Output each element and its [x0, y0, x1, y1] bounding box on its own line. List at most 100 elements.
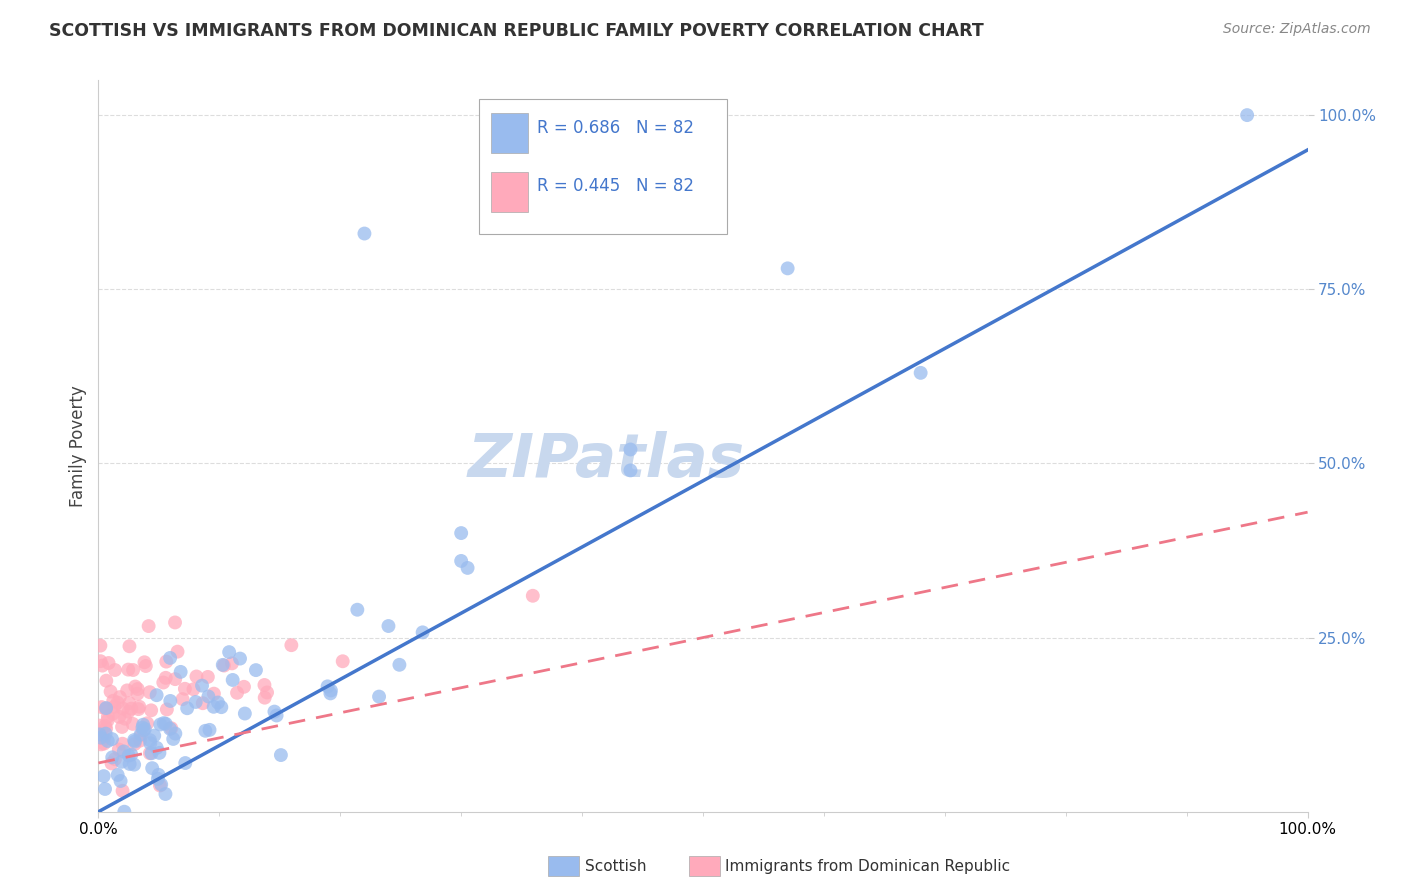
Point: [96, 673, 118, 688]
Point: [270, 747, 292, 762]
Point: [131, 721, 153, 735]
Point: [388, 657, 411, 672]
Point: [176, 701, 198, 715]
Point: [152, 716, 174, 731]
Point: [108, 690, 131, 704]
Point: [101, 706, 124, 721]
Point: [160, 721, 183, 735]
Point: [233, 706, 256, 721]
Point: [101, 732, 124, 747]
Point: [100, 756, 122, 771]
Point: [211, 657, 233, 672]
Point: [139, 736, 162, 750]
Point: [229, 651, 252, 665]
Point: [94, 726, 117, 740]
Point: [118, 748, 141, 763]
Point: [173, 681, 195, 696]
Point: [139, 733, 162, 747]
Point: [198, 723, 221, 737]
Point: [122, 663, 145, 677]
Point: [149, 779, 172, 793]
Point: [155, 671, 177, 685]
Point: [127, 681, 149, 696]
Point: [155, 787, 177, 801]
Point: [163, 615, 186, 630]
Text: R = 0.445   N = 82: R = 0.445 N = 82: [537, 178, 695, 195]
Point: [101, 750, 124, 764]
Point: [97, 709, 120, 723]
Text: Scottish: Scottish: [585, 859, 647, 873]
Point: [156, 702, 179, 716]
Point: [319, 686, 342, 700]
Point: [91, 731, 114, 745]
Point: [94, 701, 117, 715]
Point: [165, 672, 187, 686]
Point: [89, 728, 111, 742]
Point: [91, 658, 114, 673]
Point: [155, 716, 177, 731]
Point: [212, 658, 235, 673]
Point: [89, 654, 111, 668]
Point: [346, 603, 368, 617]
Point: [134, 722, 156, 736]
Point: [253, 678, 276, 692]
Point: [457, 561, 479, 575]
Point: [90, 738, 112, 752]
Point: [522, 589, 544, 603]
Point: [129, 728, 152, 742]
Point: [93, 731, 115, 746]
Point: [184, 695, 207, 709]
Point: [226, 686, 249, 700]
Point: [127, 687, 149, 701]
Point: [111, 720, 134, 734]
Point: [202, 699, 225, 714]
Text: SCOTTISH VS IMMIGRANTS FROM DOMINICAN REPUBLIC FAMILY POVERTY CORRELATION CHART: SCOTTISH VS IMMIGRANTS FROM DOMINICAN RE…: [49, 22, 984, 40]
Point: [118, 696, 141, 710]
Point: [93, 769, 115, 783]
Point: [183, 682, 205, 697]
Point: [263, 705, 285, 719]
Point: [132, 717, 155, 731]
Point: [90, 731, 112, 745]
Point: [108, 742, 131, 756]
Point: [110, 774, 132, 789]
Point: [172, 692, 194, 706]
Point: [134, 655, 156, 669]
Text: R = 0.686   N = 82: R = 0.686 N = 82: [537, 119, 695, 136]
Point: [209, 700, 232, 714]
Point: [253, 690, 276, 705]
Text: ZIPatlas: ZIPatlas: [468, 431, 745, 490]
Point: [619, 463, 641, 477]
Point: [152, 675, 174, 690]
Point: [149, 717, 172, 731]
Point: [368, 690, 391, 704]
Point: [197, 670, 219, 684]
Point: [104, 752, 127, 766]
Point: [910, 366, 932, 380]
Point: [115, 683, 138, 698]
Point: [129, 733, 152, 747]
Point: [139, 746, 162, 760]
Point: [89, 639, 111, 653]
Point: [107, 696, 129, 710]
Point: [450, 526, 472, 541]
Point: [124, 680, 146, 694]
Point: [118, 639, 141, 653]
Point: [191, 679, 214, 693]
Point: [103, 699, 125, 714]
Point: [132, 723, 155, 738]
Bar: [492, 113, 527, 153]
Point: [218, 645, 240, 659]
Point: [776, 261, 799, 276]
Point: [121, 717, 143, 731]
Point: [111, 701, 134, 715]
Point: [143, 729, 166, 743]
Point: [197, 690, 219, 704]
Point: [111, 737, 134, 751]
Point: [165, 726, 187, 740]
Point: [124, 734, 146, 748]
Point: [127, 702, 149, 716]
Point: [266, 708, 288, 723]
Point: [90, 700, 112, 714]
Text: Source: ZipAtlas.com: Source: ZipAtlas.com: [1223, 22, 1371, 37]
